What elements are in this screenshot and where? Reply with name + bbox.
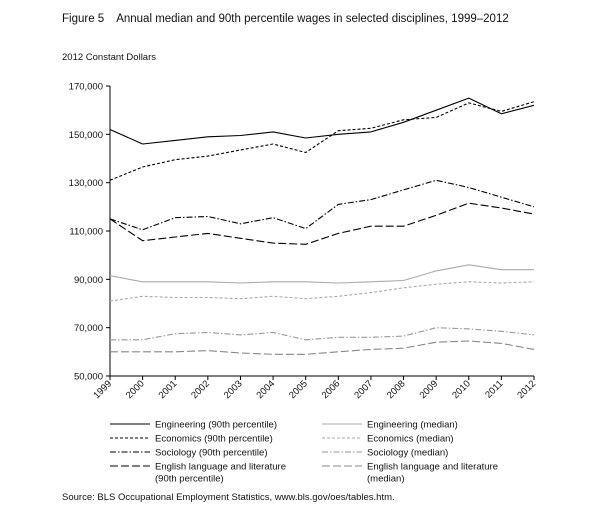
series-line-1	[109, 264, 534, 284]
legend-label-left-3: English language and literature	[155, 462, 286, 473]
legend-label-right-3: (median)	[367, 474, 405, 485]
legend-label-right-0: Engineering (median)	[367, 420, 458, 431]
y-tick-label: 70,000	[74, 323, 103, 334]
legend-label-right-3: English language and literature	[367, 462, 498, 473]
y-axis-units-label: 2012 Constant Dollars	[62, 52, 156, 63]
x-tick-label: 2008	[385, 378, 408, 401]
series-line-2	[109, 101, 535, 181]
series-line-6	[109, 202, 535, 245]
series-line-4	[109, 179, 535, 231]
x-tick-label: 2001	[157, 378, 180, 401]
x-tick-label: 2006	[320, 378, 343, 401]
series-line-5	[110, 327, 535, 341]
series-line-0	[109, 97, 535, 145]
y-tick-label: 50,000	[74, 372, 103, 383]
legend-label-left-0: Engineering (90th percentile)	[155, 420, 277, 431]
figure-title: Figure 5 Annual median and 90th percentil…	[62, 13, 509, 25]
legend-label-left-3: (90th percentile)	[155, 474, 224, 485]
figure-title-text: Annual median and 90th percentile wages …	[116, 13, 509, 25]
x-tick-label: 2010	[450, 378, 473, 401]
y-tick-label: 170,000	[69, 82, 103, 93]
legend-label-right-1: Economics (median)	[367, 434, 454, 445]
y-tick-label: 110,000	[69, 227, 103, 238]
source-note: Source: BLS Occupational Employment Stat…	[62, 492, 395, 503]
figure-number: Figure 5	[62, 13, 105, 25]
y-tick-label: 130,000	[69, 178, 103, 189]
x-tick-label: 2003	[222, 378, 245, 401]
y-tick-label: 150,000	[69, 130, 103, 141]
y-tick-label: 90,000	[74, 275, 103, 286]
legend-label-right-2: Sociology (median)	[367, 448, 448, 459]
legend-label-left-1: Economics (90th percentile)	[155, 434, 273, 445]
x-tick-label: 2011	[483, 378, 505, 400]
x-tick-label: 2007	[352, 378, 375, 401]
x-tick-label: 2004	[254, 378, 277, 401]
series-line-7	[110, 340, 535, 355]
legend-label-left-2: Sociology (90th percentile)	[155, 448, 267, 459]
x-tick-label: 2012	[515, 378, 538, 401]
x-tick-label: 2002	[189, 378, 212, 401]
x-tick-label: 2005	[287, 378, 310, 401]
series-line-3	[109, 281, 535, 302]
x-tick-label: 2000	[124, 378, 147, 401]
x-tick-label: 2009	[418, 378, 441, 401]
